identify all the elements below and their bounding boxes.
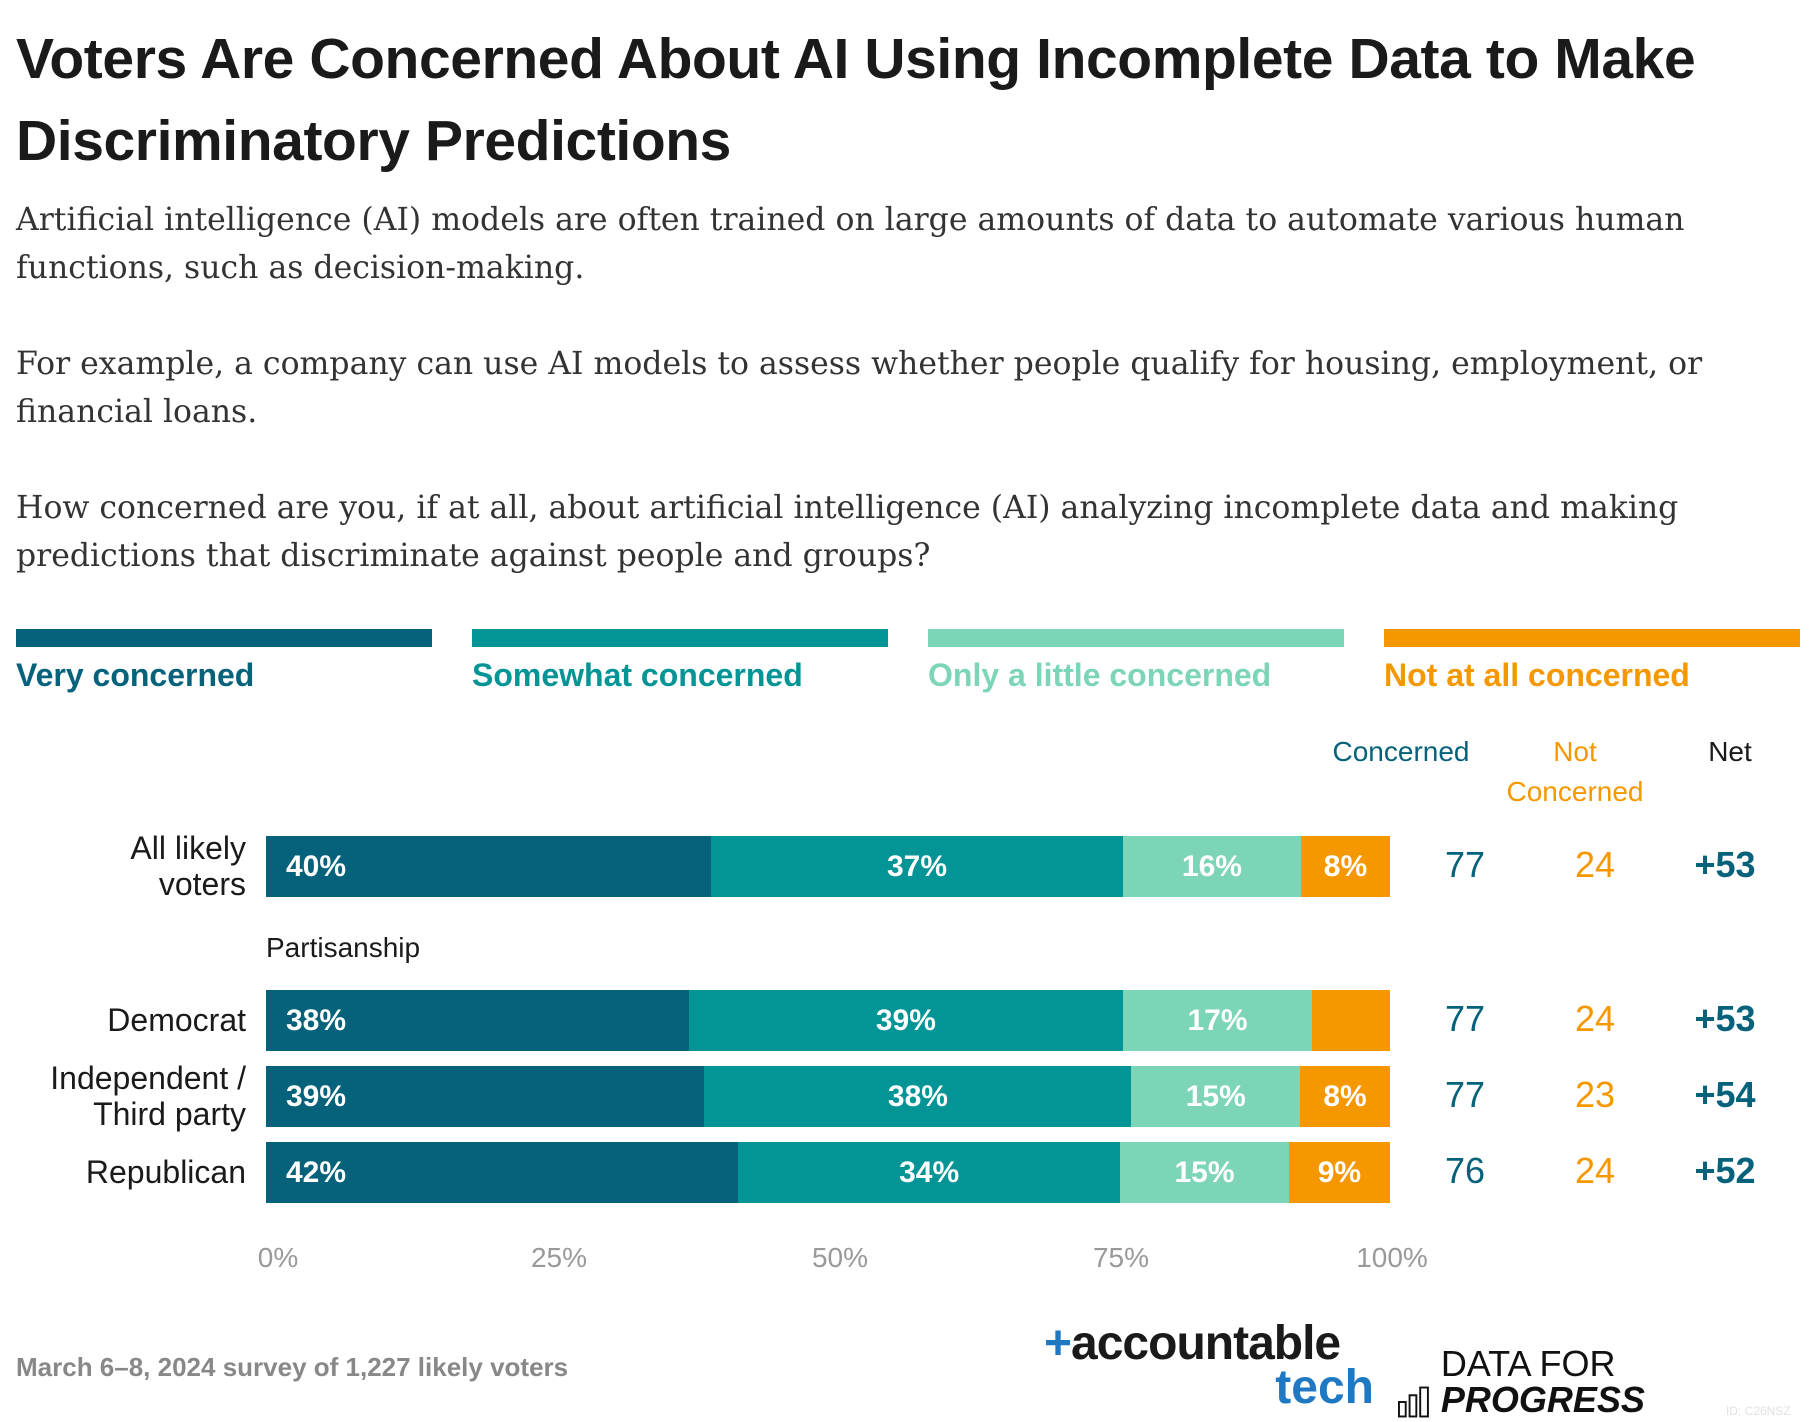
value-concerned: 77 [1444, 844, 1486, 885]
x-tick-label: 50% [811, 1242, 869, 1273]
value-net: +53 [1694, 844, 1756, 885]
bar-segment-somewhat: 39% [688, 990, 1123, 1051]
value-net: +54 [1694, 1074, 1756, 1115]
row-label: Independent / Third party [50, 1060, 246, 1132]
bar-row: 40% 37% 16% 8% [266, 836, 1390, 897]
legend-label: Not at all concerned [1384, 657, 1690, 693]
value-not-concerned: 24 [1574, 844, 1616, 885]
description-paragraph: Artificial intelligence (AI) models are … [16, 202, 1685, 286]
bar-segment-not: 8% [1300, 1066, 1390, 1127]
group-label-partisanship: Partisanship [266, 932, 421, 963]
column-header-concerned: Concerned [1332, 736, 1470, 767]
survey-footnote: March 6–8, 2024 survey of 1,227 likely v… [16, 1352, 569, 1382]
value-not-concerned: 23 [1574, 1074, 1616, 1115]
bar-segment-somewhat: 34% [738, 1142, 1121, 1203]
bar-segment-little: 17% [1122, 990, 1313, 1051]
value-net: +52 [1694, 1150, 1756, 1191]
chart-title: Voters Are Concerned About AI Using Inco… [16, 27, 1696, 173]
x-tick-label: 0% [257, 1242, 299, 1273]
accountable-tech-logo: +accountable tech [1044, 1317, 1374, 1414]
value-not-concerned: 24 [1574, 1150, 1616, 1191]
bar-segment-very: 42% [266, 1142, 739, 1203]
row-label: Republican [85, 1154, 246, 1190]
bar-segment-little: 16% [1122, 836, 1301, 897]
bar-segment-not: 8% [1300, 836, 1390, 897]
bar-segment-very: 38% [266, 990, 689, 1051]
row-label: Democrat [107, 1002, 246, 1038]
value-net: +53 [1694, 998, 1756, 1039]
x-tick-label: 100% [1356, 1242, 1428, 1273]
x-tick-label: 75% [1092, 1242, 1150, 1273]
value-concerned: 77 [1444, 998, 1486, 1039]
bar-segment-not [1312, 990, 1390, 1051]
legend-item-somewhat: Somewhat concerned [472, 629, 888, 694]
legend-item-not: Not at all concerned [1384, 629, 1800, 694]
bar-segment-very: 39% [266, 1066, 705, 1127]
x-tick-label: 25% [530, 1242, 588, 1273]
legend-swatch [1384, 629, 1800, 647]
data-for-progress-logo: DATA FOR PROGRESS [1398, 1346, 1816, 1418]
bar-row: 39% 38% 15% 8% [266, 1066, 1390, 1127]
legend-swatch [928, 629, 1344, 647]
description-paragraph: For example, a company can use AI models… [16, 346, 1703, 430]
legend-label: Very concerned [16, 657, 255, 693]
bar-row: 42% 34% 15% 9% [266, 1142, 1390, 1203]
column-header-not-concerned: Not Concerned [1506, 736, 1644, 807]
question-text: How concerned are you, if at all, about … [16, 490, 1679, 574]
bar-row: 38% 39% 17% [266, 990, 1390, 1051]
legend-swatch [16, 629, 432, 647]
legend-swatch [472, 629, 888, 647]
bar-chart-icon [1398, 1386, 1429, 1418]
value-concerned: 77 [1444, 1074, 1486, 1115]
legend-item-very: Very concerned [16, 629, 432, 694]
value-not-concerned: 24 [1574, 998, 1616, 1039]
bar-segment-little: 15% [1131, 1066, 1301, 1127]
legend-label: Somewhat concerned [472, 657, 803, 693]
column-header-net: Net [1708, 736, 1752, 767]
bar-segment-somewhat: 38% [704, 1066, 1132, 1127]
legend-item-little: Only a little concerned [928, 629, 1344, 694]
bar-segment-somewhat: 37% [711, 836, 1123, 897]
row-label: All likely voters [130, 830, 246, 902]
bar-segment-little: 15% [1120, 1142, 1289, 1203]
chart-id: ID: C26NSZ [1726, 1404, 1791, 1418]
description: Artificial intelligence (AI) models are … [16, 196, 1806, 628]
legend-label: Only a little concerned [928, 657, 1272, 693]
bar-segment-very: 40% [266, 836, 712, 897]
value-concerned: 76 [1444, 1150, 1486, 1191]
bar-segment-not: 9% [1288, 1142, 1390, 1203]
